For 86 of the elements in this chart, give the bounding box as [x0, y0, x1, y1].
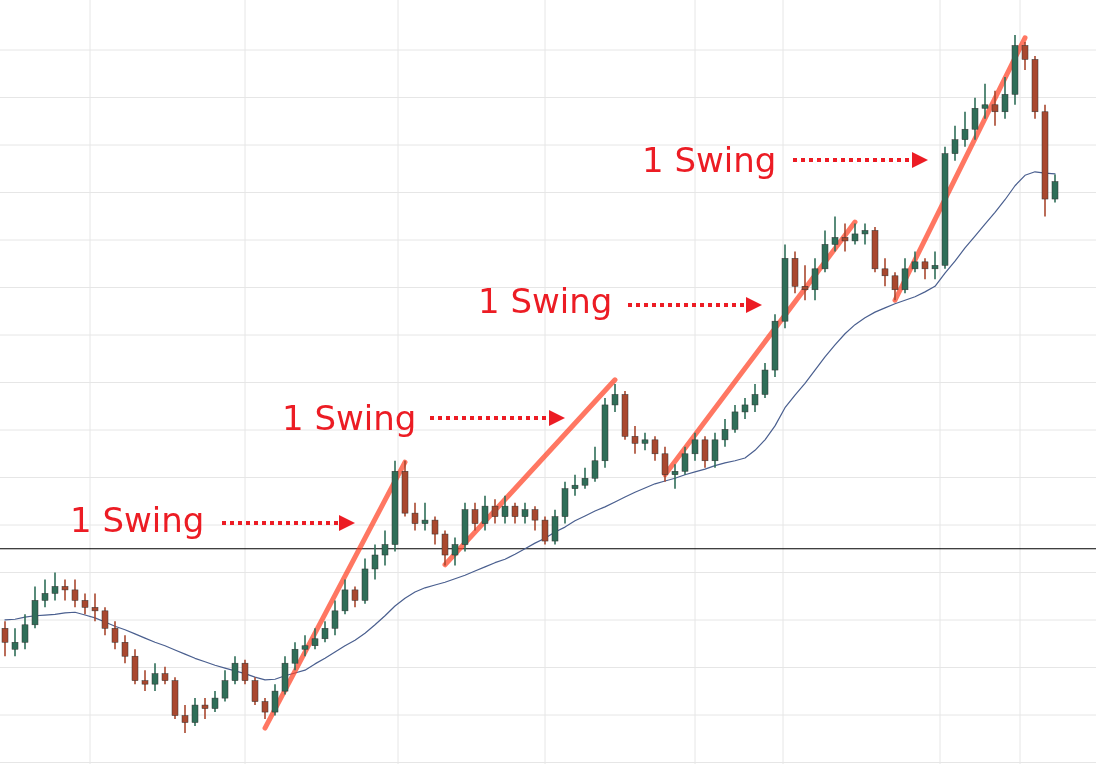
candlestick — [801, 264, 809, 302]
candlestick — [191, 697, 199, 727]
candlestick — [901, 257, 909, 295]
candlestick — [111, 620, 119, 651]
candlestick — [341, 578, 349, 616]
candlestick — [71, 578, 79, 609]
candlestick — [721, 418, 729, 448]
candlestick — [971, 97, 979, 141]
candlestick — [891, 271, 899, 302]
candlestick — [581, 466, 589, 490]
candlestick — [631, 425, 639, 455]
candlestick — [711, 432, 719, 469]
candlestick — [861, 222, 869, 246]
annotation: 1 Swing — [642, 140, 777, 180]
candlestick — [591, 446, 599, 483]
candlestick — [921, 257, 929, 281]
candlestick — [961, 110, 969, 148]
candlestick — [21, 613, 29, 651]
candlestick — [241, 658, 249, 685]
candlestick — [431, 515, 439, 546]
candlestick — [331, 599, 339, 637]
candlestick — [121, 634, 129, 664]
candlestick — [701, 435, 709, 469]
annotation: 1 Swing — [282, 398, 417, 438]
candlestick — [881, 257, 889, 288]
candlestick — [231, 655, 239, 685]
candlestick — [311, 627, 319, 651]
candlestick — [661, 446, 669, 483]
candlestick — [811, 257, 819, 302]
annotation: 1 Swing — [70, 500, 205, 540]
candlestick — [541, 515, 549, 546]
candlestick — [421, 501, 429, 532]
candlestick — [1051, 173, 1059, 204]
candlestick — [651, 435, 659, 462]
candlestick — [201, 697, 209, 720]
candlestick — [211, 690, 219, 713]
candlestick — [671, 463, 679, 490]
candlestick — [931, 250, 939, 281]
candlestick — [731, 404, 739, 434]
candlestick — [481, 494, 489, 532]
candlestick — [451, 536, 459, 567]
annotation: 1 Swing — [478, 281, 613, 321]
candlestick — [741, 397, 749, 420]
candlestick — [841, 222, 849, 253]
candlestick — [61, 578, 69, 602]
candlestick — [1, 620, 9, 658]
candlestick — [851, 222, 859, 246]
candlestick — [681, 446, 689, 476]
candlestick — [751, 383, 759, 413]
candlestick — [471, 501, 479, 532]
candlestick — [991, 90, 999, 127]
candlestick — [181, 704, 189, 734]
candlestick — [381, 529, 389, 567]
candlestick — [951, 124, 959, 162]
candlestick — [51, 571, 59, 602]
candlestick — [611, 383, 619, 413]
candlestick — [1021, 41, 1029, 71]
candlestick — [291, 641, 299, 671]
candlestick — [501, 494, 509, 525]
candlestick — [491, 498, 499, 525]
candlestick — [371, 543, 379, 581]
candlestick — [261, 697, 269, 720]
candlestick — [11, 627, 19, 658]
candlestick — [321, 620, 329, 644]
candlestick — [251, 676, 259, 706]
candlestick — [411, 501, 419, 532]
candlestick — [531, 505, 539, 532]
candlestick — [911, 250, 919, 274]
candlestick — [141, 669, 149, 692]
candlestick — [81, 592, 89, 616]
candlestick — [91, 592, 99, 623]
candlestick — [41, 578, 49, 609]
candlestick — [151, 662, 159, 692]
candlestick — [441, 529, 449, 567]
candlestick — [101, 606, 109, 637]
candlestick — [271, 683, 279, 717]
candlestick — [521, 501, 529, 525]
candlestick — [691, 432, 699, 462]
candlestick — [351, 585, 359, 609]
candlestick — [221, 669, 229, 703]
candlestick — [831, 215, 839, 253]
candlestick — [301, 634, 309, 658]
candlestick — [511, 501, 519, 525]
candlestick — [1001, 76, 1009, 120]
candlestick — [571, 473, 579, 497]
candlestick — [981, 83, 989, 120]
